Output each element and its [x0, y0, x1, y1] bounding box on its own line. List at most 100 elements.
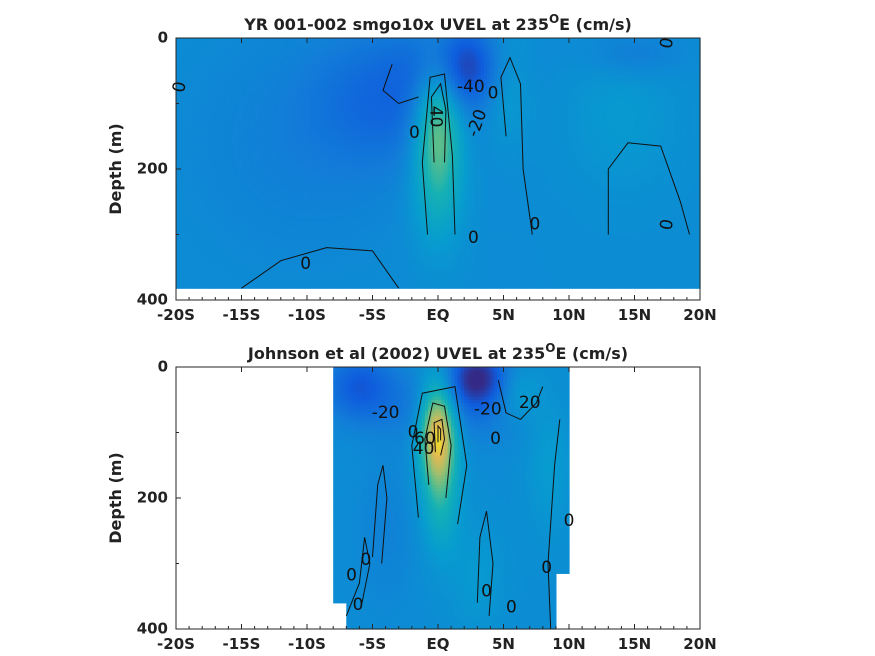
heatmap-cell	[264, 231, 269, 236]
heatmap-cell	[192, 80, 197, 85]
heatmap-cell	[185, 44, 190, 49]
heatmap-cell	[257, 178, 262, 183]
heatmap-cell	[228, 149, 233, 154]
heatmap-cell	[192, 260, 197, 265]
heatmap-cell	[215, 191, 220, 196]
heatmap-cell	[238, 139, 243, 144]
heatmap-cell	[189, 254, 193, 259]
heatmap-cell	[264, 132, 269, 137]
heatmap-cell	[261, 247, 266, 252]
heatmap-cell	[254, 188, 259, 193]
heatmap-cell	[261, 254, 266, 259]
heatmap-cell	[205, 211, 210, 216]
heatmap-cell	[254, 277, 259, 281]
heatmap-cell	[264, 100, 269, 105]
heatmap-cell	[244, 116, 249, 121]
heatmap-cell	[234, 51, 239, 55]
heatmap-cell	[228, 74, 233, 78]
heatmap-cell	[228, 142, 233, 147]
heatmap-cell	[274, 244, 279, 249]
heatmap-cell	[185, 241, 190, 245]
heatmap-cell	[284, 169, 288, 173]
heatmap-cell	[238, 201, 243, 206]
heatmap-cell	[179, 54, 184, 59]
heatmap-cell	[182, 129, 187, 134]
heatmap-cell	[228, 90, 233, 95]
heatmap-cell	[192, 54, 197, 59]
heatmap-cell	[182, 286, 187, 289]
heatmap-cell	[192, 64, 197, 69]
heatmap-cell	[254, 87, 259, 92]
heatmap-cell	[251, 106, 256, 111]
heatmap-cell	[225, 211, 230, 216]
heatmap-cell	[261, 142, 266, 147]
heatmap-cell	[274, 169, 279, 173]
heatmap-cell	[284, 142, 288, 147]
heatmap-cell	[228, 116, 233, 121]
heatmap-cell	[254, 60, 259, 65]
heatmap-cell	[218, 280, 223, 285]
heatmap-cell	[248, 172, 252, 177]
heatmap-cell	[221, 201, 226, 206]
heatmap-cell	[231, 47, 236, 52]
heatmap-cell	[238, 277, 243, 281]
heatmap-cell	[179, 152, 184, 157]
heatmap-cell	[189, 257, 193, 262]
heatmap-cell	[208, 277, 213, 281]
heatmap-cell	[205, 182, 210, 186]
heatmap-cell	[208, 74, 213, 78]
heatmap-cell	[182, 64, 187, 69]
heatmap-cell	[182, 250, 187, 255]
heatmap-cell	[257, 132, 262, 137]
heatmap-cell	[202, 126, 207, 131]
heatmap-cell	[231, 74, 236, 78]
heatmap-cell	[208, 241, 213, 245]
heatmap-cell	[192, 263, 197, 268]
heatmap-cell	[248, 244, 252, 249]
heatmap-cell	[189, 119, 193, 124]
heatmap-cell	[228, 201, 233, 206]
heatmap-cell	[215, 44, 220, 49]
heatmap-cell	[176, 244, 180, 249]
heatmap-cell	[231, 191, 236, 196]
heatmap-cell	[261, 283, 266, 288]
heatmap-cell	[218, 172, 223, 177]
heatmap-cell	[212, 195, 216, 200]
heatmap-cell	[208, 139, 213, 144]
heatmap-cell	[212, 227, 216, 232]
heatmap-cell	[244, 106, 249, 111]
heatmap-cell	[189, 185, 193, 190]
heatmap-cell	[251, 38, 256, 42]
heatmap-cell	[257, 80, 262, 85]
heatmap-cell	[225, 60, 230, 65]
heatmap-cell	[195, 273, 200, 278]
heatmap-cell	[221, 165, 226, 170]
heatmap-cell	[238, 172, 243, 177]
heatmap-cell	[261, 119, 266, 124]
heatmap-cell	[189, 270, 193, 275]
heatmap-cell	[261, 149, 266, 154]
heatmap-cell	[280, 241, 285, 245]
heatmap-cell	[189, 116, 193, 121]
heatmap-cell	[215, 57, 220, 62]
heatmap-cell	[189, 169, 193, 173]
heatmap-cell	[267, 172, 272, 177]
heatmap-cell	[257, 126, 262, 131]
heatmap-cell	[212, 237, 216, 242]
heatmap-cell	[198, 172, 203, 177]
heatmap-cell	[202, 221, 207, 226]
heatmap-cell	[225, 195, 230, 200]
heatmap-cell	[280, 87, 285, 92]
heatmap-cell	[264, 178, 269, 183]
heatmap-cell	[192, 169, 197, 173]
heatmap-cell	[274, 116, 279, 121]
heatmap-cell	[225, 231, 230, 236]
heatmap-cell	[189, 106, 193, 111]
heatmap-cell	[238, 38, 243, 42]
heatmap-cell	[238, 208, 243, 213]
heatmap-cell	[179, 169, 184, 173]
heatmap-cell	[277, 60, 282, 65]
heatmap-cell	[270, 234, 275, 239]
heatmap-cell	[251, 116, 256, 121]
heatmap-cell	[228, 106, 233, 111]
